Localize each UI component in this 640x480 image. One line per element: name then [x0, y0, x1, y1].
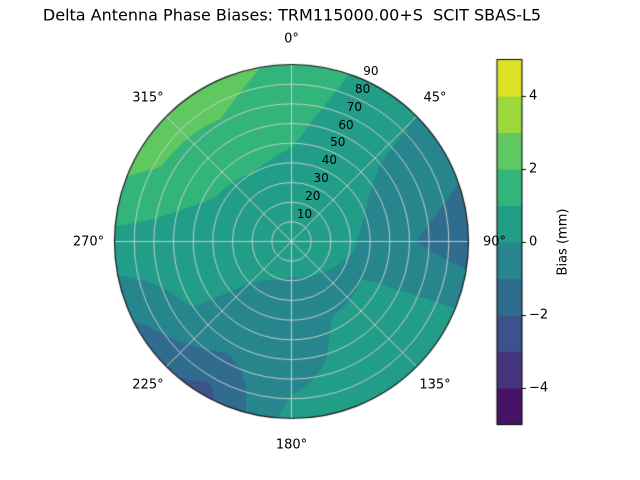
- radial-tick-label: 20: [305, 188, 321, 203]
- colorbar-tick-label: 4: [529, 88, 538, 104]
- radial-tick-label: 70: [346, 99, 362, 114]
- radial-tick-label: 60: [338, 117, 354, 132]
- angular-tick-label: 315°: [132, 90, 164, 106]
- radial-tick-label: 50: [330, 135, 346, 150]
- radial-tick-label: 80: [355, 81, 371, 96]
- angular-tick-label: 90°: [482, 234, 507, 249]
- radial-tick-label: 30: [313, 171, 329, 186]
- angular-tick-label: 180°: [275, 437, 308, 452]
- angular-tick-label: 135°: [419, 377, 451, 393]
- colorbar-tick-label: −4: [529, 380, 549, 396]
- radial-tick-label: 10: [296, 206, 313, 221]
- angular-tick-label: 45°: [423, 90, 447, 106]
- radial-tick-label: 90: [363, 64, 379, 79]
- angular-tick-label: 225°: [132, 377, 164, 393]
- colorbar-tick-label: 0: [529, 234, 538, 250]
- colorbar-axis-label: Bias (mm): [555, 208, 571, 276]
- radial-tick-label: 40: [321, 153, 338, 168]
- angular-tick-label: 0°: [284, 31, 299, 46]
- chart-title: Delta Antenna Phase Biases: TRM115000.00…: [42, 5, 542, 25]
- colorbar-tick-label: 2: [529, 161, 538, 177]
- angular-tick-label: 270°: [72, 234, 105, 249]
- colorbar-tick-label: −2: [529, 307, 549, 323]
